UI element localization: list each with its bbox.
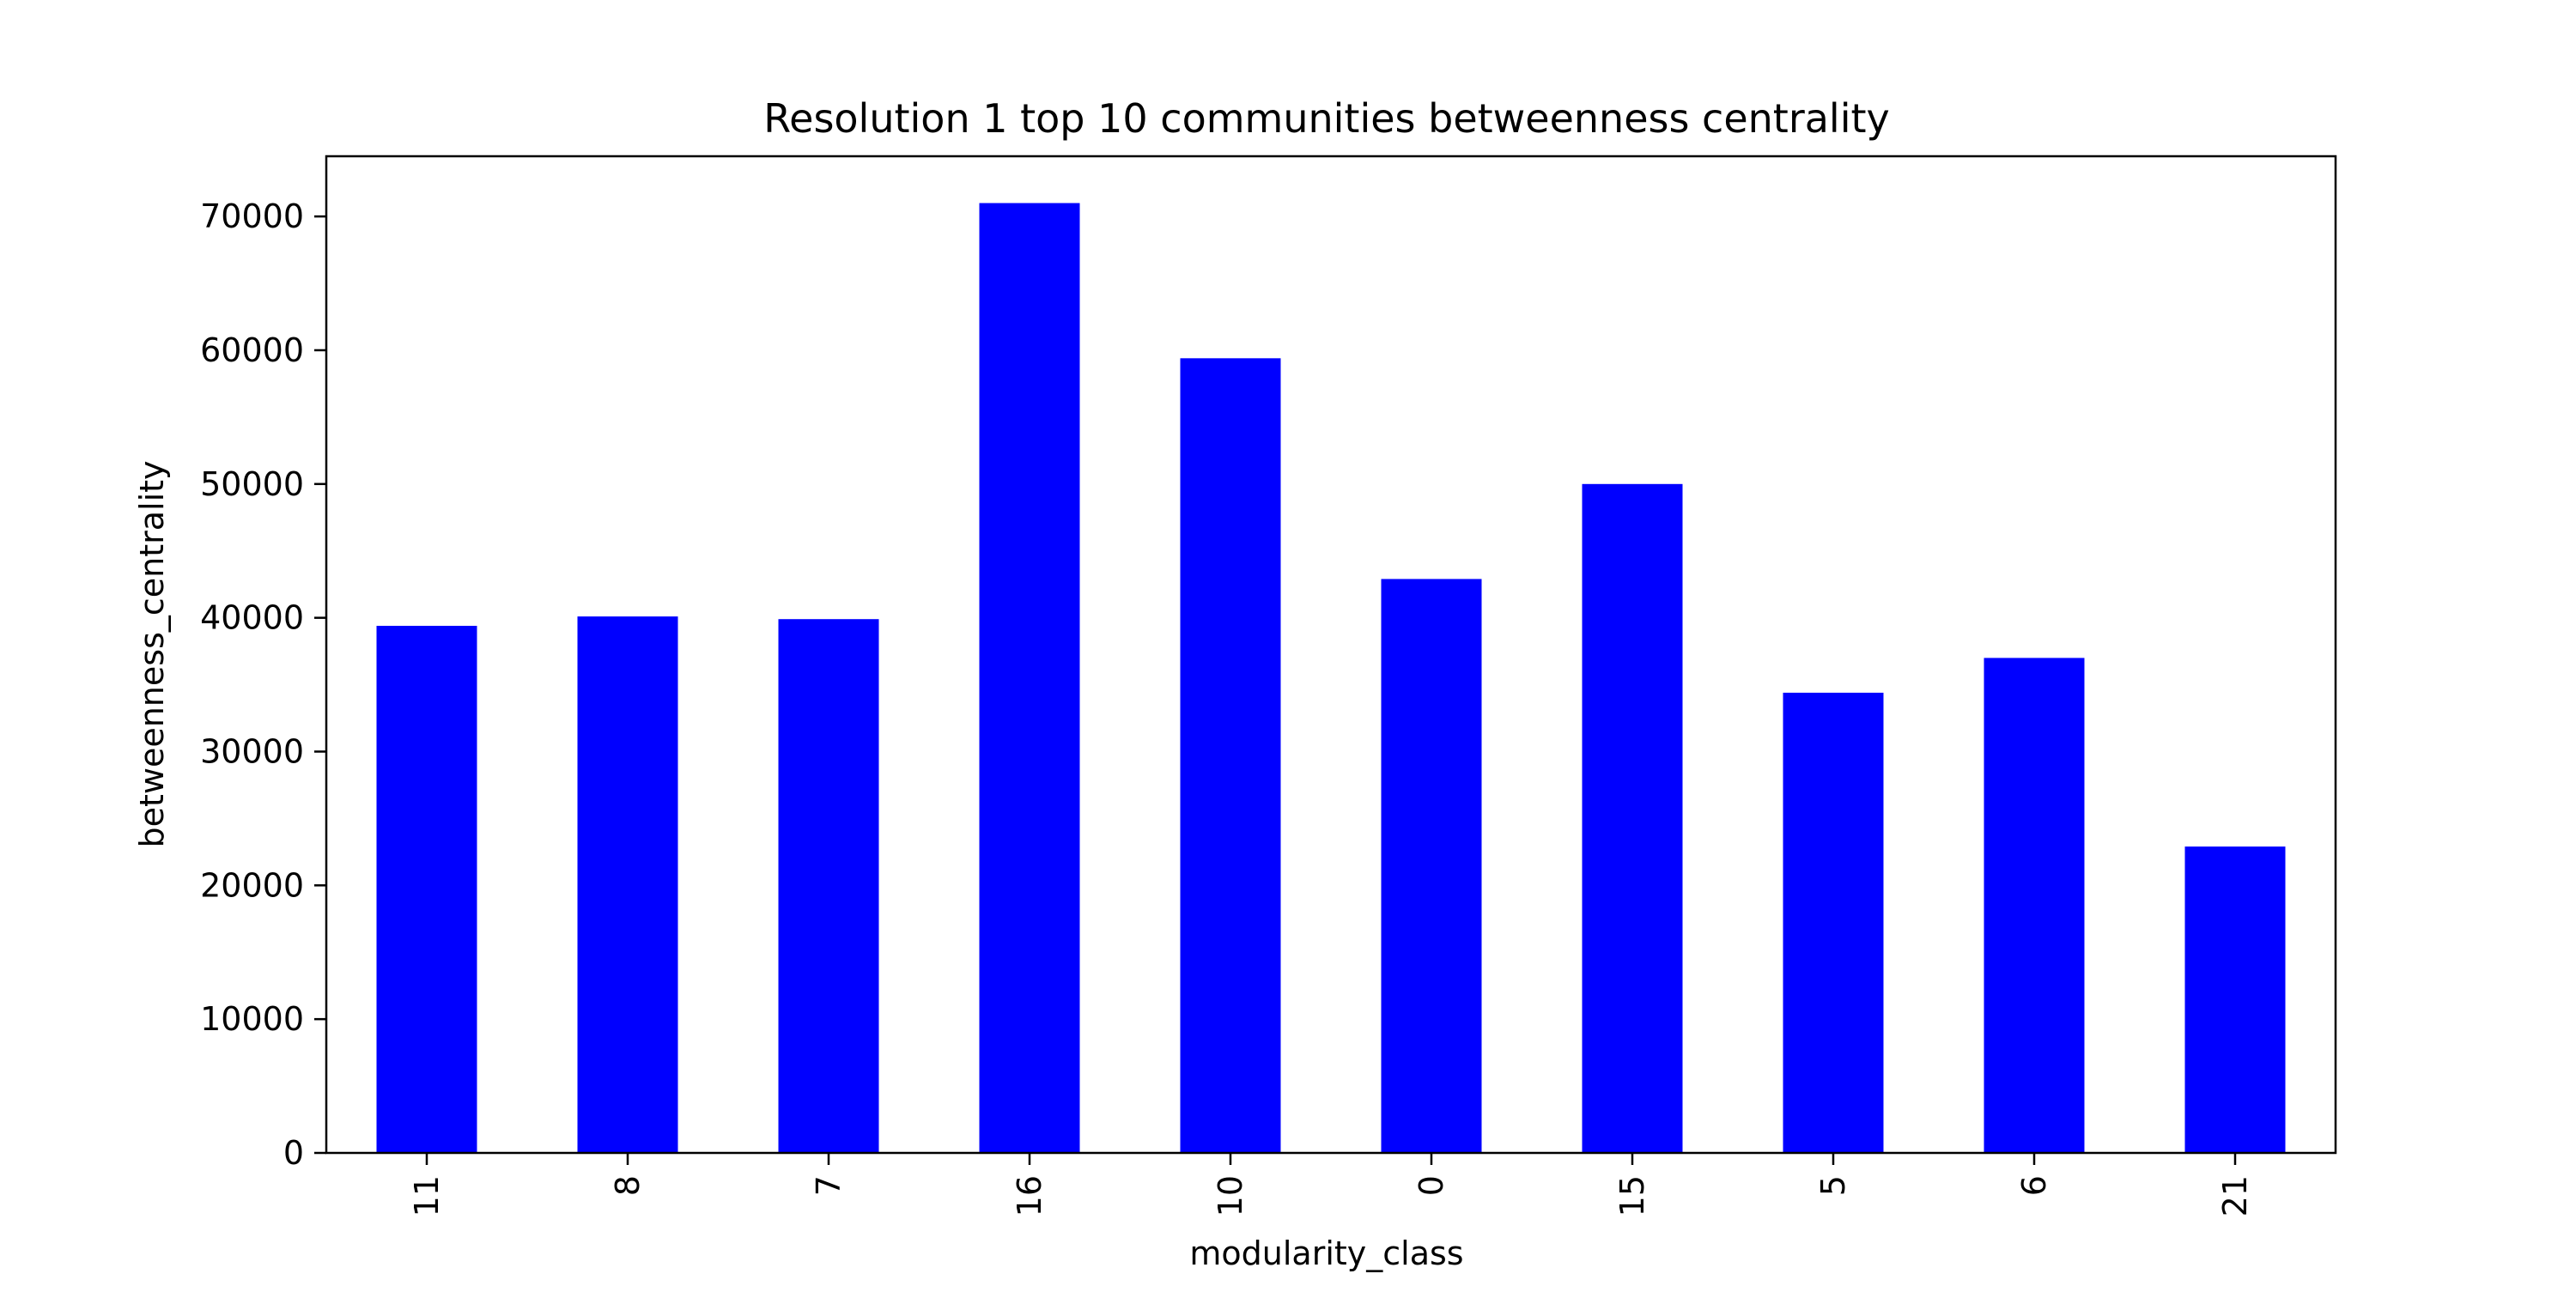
y-tick-label: 30000	[200, 732, 304, 770]
x-tick-label: 5	[1814, 1175, 1852, 1196]
bar-15	[1582, 483, 1683, 1153]
bar-11	[376, 625, 477, 1153]
bar-5	[1783, 692, 1884, 1153]
y-axis-label: betweenness_centrality	[133, 460, 171, 847]
x-axis: 11 8 7 16 10 0 15 5 6 21	[408, 1153, 2254, 1216]
x-tick-label: 16	[1011, 1175, 1048, 1216]
x-tick-label: 11	[408, 1175, 446, 1216]
y-tick-label: 40000	[200, 599, 304, 637]
x-tick-label: 15	[1613, 1175, 1651, 1216]
x-tick-label: 10	[1212, 1175, 1249, 1216]
bar-10	[1180, 358, 1281, 1153]
bar-7	[778, 619, 879, 1153]
bar-6	[1984, 658, 2085, 1153]
x-tick-label: 6	[2015, 1175, 2053, 1196]
y-tick-label: 50000	[200, 465, 304, 503]
x-axis-label: modularity_class	[1189, 1234, 1463, 1272]
y-tick-label: 10000	[200, 1000, 304, 1038]
y-axis: 0 10000 20000 30000 40000 50000 60000 70000	[200, 197, 326, 1172]
x-tick-label: 8	[609, 1175, 647, 1196]
bar-0	[1381, 579, 1482, 1153]
x-tick-label: 7	[810, 1175, 848, 1196]
y-tick-label: 0	[283, 1134, 304, 1172]
x-tick-label: 0	[1413, 1175, 1450, 1196]
chart-title: Resolution 1 top 10 communities betweenn…	[763, 95, 1890, 142]
x-tick-label: 21	[2216, 1175, 2254, 1216]
bars-group	[376, 203, 2286, 1154]
y-tick-label: 70000	[200, 197, 304, 235]
bar-21	[2184, 846, 2286, 1153]
bar-8	[577, 616, 678, 1153]
bar-16	[979, 203, 1080, 1154]
plot-frame	[325, 155, 2337, 1155]
y-tick-label: 20000	[200, 866, 304, 904]
y-tick-label: 60000	[200, 331, 304, 369]
